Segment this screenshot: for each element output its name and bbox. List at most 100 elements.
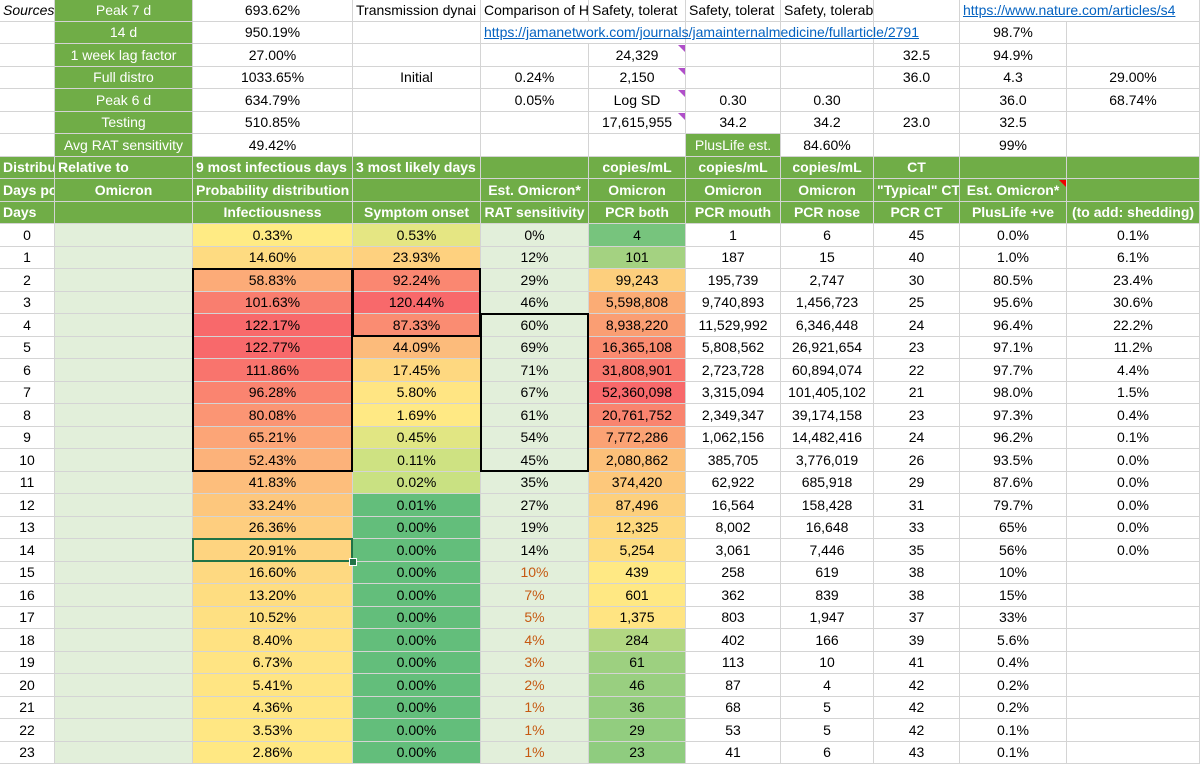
pluslife-cell[interactable]: 96.2% <box>960 427 1067 449</box>
pcr-nose-cell[interactable]: 685,918 <box>781 472 874 494</box>
cell-g[interactable] <box>686 44 781 67</box>
pluslife-cell[interactable]: 0.1% <box>960 742 1067 764</box>
cell-j[interactable]: 32.5 <box>960 112 1067 134</box>
cell-g[interactable] <box>686 67 781 89</box>
symptom-onset-cell[interactable]: 0.45% <box>353 427 481 449</box>
row-day[interactable]: 2 <box>0 269 55 292</box>
pcr-ct-cell[interactable]: 42 <box>874 674 960 697</box>
symptom-onset-cell[interactable]: 0.00% <box>353 742 481 764</box>
cell-k[interactable] <box>1067 112 1200 134</box>
header-b[interactable]: Relative to <box>55 157 193 179</box>
symptom-onset-cell[interactable]: 0.00% <box>353 539 481 562</box>
pcr-ct-cell[interactable]: 35 <box>874 539 960 562</box>
infectiousness-cell[interactable]: 13.20% <box>193 584 353 607</box>
shedding-cell[interactable]: 0.0% <box>1067 539 1200 562</box>
shedding-cell[interactable]: 0.1% <box>1067 224 1200 247</box>
row-day[interactable]: 6 <box>0 359 55 382</box>
pcr-both-cell[interactable]: 4 <box>589 224 686 247</box>
pcr-both-cell[interactable]: 374,420 <box>589 472 686 494</box>
row-day[interactable]: 0 <box>0 224 55 247</box>
header-j[interactable]: Est. Omicron* <box>960 179 1067 202</box>
infectiousness-cell[interactable]: 33.24% <box>193 494 353 517</box>
rat-sensitivity-cell[interactable]: 45% <box>481 449 589 472</box>
cell-sources-label[interactable] <box>0 44 55 67</box>
cell-e[interactable]: Comparison of H <box>481 0 589 22</box>
header-e[interactable] <box>481 157 589 179</box>
header-g[interactable]: copies/mL <box>686 157 781 179</box>
pluslife-cell[interactable]: 0.0% <box>960 224 1067 247</box>
pcr-both-cell[interactable]: 87,496 <box>589 494 686 517</box>
cell-c[interactable]: 49.42% <box>193 134 353 157</box>
cell-k[interactable] <box>1067 22 1200 44</box>
header-f[interactable]: Omicron <box>589 179 686 202</box>
cell-b[interactable] <box>55 404 193 427</box>
pcr-nose-cell[interactable]: 10 <box>781 652 874 674</box>
pluslife-cell[interactable]: 93.5% <box>960 449 1067 472</box>
cell-b[interactable] <box>55 607 193 629</box>
comment-indicator-icon[interactable] <box>678 45 685 52</box>
rat-sensitivity-cell[interactable]: 1% <box>481 742 589 764</box>
header-h[interactable]: copies/mL <box>781 157 874 179</box>
pluslife-cell[interactable]: 79.7% <box>960 494 1067 517</box>
cell-f[interactable]: 2,150 <box>589 67 686 89</box>
cell-h[interactable] <box>781 67 874 89</box>
cell-g[interactable]: Safety, tolerat <box>686 0 781 22</box>
cell-j[interactable]: 36.0 <box>960 89 1067 112</box>
pcr-nose-cell[interactable]: 3,776,019 <box>781 449 874 472</box>
pcr-both-cell[interactable]: 20,761,752 <box>589 404 686 427</box>
pcr-both-cell[interactable]: 16,365,108 <box>589 337 686 359</box>
row-day[interactable]: 22 <box>0 719 55 742</box>
row-day[interactable]: 19 <box>0 652 55 674</box>
cell-e[interactable]: 0.24% <box>481 67 589 89</box>
infectiousness-cell[interactable]: 58.83% <box>193 269 353 292</box>
pcr-both-cell[interactable]: 101 <box>589 247 686 269</box>
header-i[interactable]: "Typical" CT <box>874 179 960 202</box>
cell-d[interactable] <box>353 44 481 67</box>
pluslife-cell[interactable]: 80.5% <box>960 269 1067 292</box>
pcr-nose-cell[interactable]: 6 <box>781 742 874 764</box>
pcr-nose-cell[interactable]: 101,405,102 <box>781 382 874 404</box>
shedding-cell[interactable]: 23.4% <box>1067 269 1200 292</box>
cell-d[interactable] <box>353 134 481 157</box>
cell-i[interactable] <box>874 22 960 44</box>
cell-f[interactable] <box>589 22 686 44</box>
infectiousness-cell[interactable]: 8.40% <box>193 629 353 652</box>
pcr-ct-cell[interactable]: 22 <box>874 359 960 382</box>
pluslife-est-label[interactable]: PlusLife est. <box>686 134 781 157</box>
cell-b[interactable] <box>55 539 193 562</box>
pcr-mouth-cell[interactable]: 1 <box>686 224 781 247</box>
header-e[interactable]: Est. Omicron* <box>481 179 589 202</box>
shedding-cell[interactable] <box>1067 719 1200 742</box>
cell-b[interactable] <box>55 517 193 539</box>
pluslife-cell[interactable]: 97.7% <box>960 359 1067 382</box>
pcr-both-cell[interactable]: 5,598,808 <box>589 292 686 314</box>
pcr-ct-cell[interactable]: 38 <box>874 584 960 607</box>
pcr-mouth-cell[interactable]: 258 <box>686 562 781 584</box>
row-day[interactable]: 13 <box>0 517 55 539</box>
cell-param-label[interactable]: 14 d <box>55 22 193 44</box>
cell-b[interactable] <box>55 697 193 719</box>
cell-c[interactable]: 634.79% <box>193 89 353 112</box>
cell-j[interactable]: 99% <box>960 134 1067 157</box>
pcr-both-cell[interactable]: 439 <box>589 562 686 584</box>
row-day[interactable]: 16 <box>0 584 55 607</box>
pcr-mouth-cell[interactable]: 5,808,562 <box>686 337 781 359</box>
rat-sensitivity-cell[interactable]: 1% <box>481 719 589 742</box>
header-k[interactable] <box>1067 157 1200 179</box>
infectiousness-cell[interactable]: 4.36% <box>193 697 353 719</box>
pluslife-cell[interactable]: 97.3% <box>960 404 1067 427</box>
infectiousness-cell[interactable]: 6.73% <box>193 652 353 674</box>
shedding-cell[interactable]: 6.1% <box>1067 247 1200 269</box>
rat-sensitivity-cell[interactable]: 4% <box>481 629 589 652</box>
symptom-onset-cell[interactable]: 0.00% <box>353 607 481 629</box>
pluslife-cell[interactable]: 0.1% <box>960 719 1067 742</box>
cell-i[interactable]: 23.0 <box>874 112 960 134</box>
rat-sensitivity-cell[interactable]: 12% <box>481 247 589 269</box>
pluslife-cell[interactable]: 65% <box>960 517 1067 539</box>
infectiousness-cell[interactable]: 101.63% <box>193 292 353 314</box>
row-day[interactable]: 7 <box>0 382 55 404</box>
pluslife-cell[interactable]: 0.4% <box>960 652 1067 674</box>
pcr-mouth-cell[interactable]: 2,349,347 <box>686 404 781 427</box>
pcr-ct-cell[interactable]: 23 <box>874 404 960 427</box>
symptom-onset-cell[interactable]: 0.02% <box>353 472 481 494</box>
